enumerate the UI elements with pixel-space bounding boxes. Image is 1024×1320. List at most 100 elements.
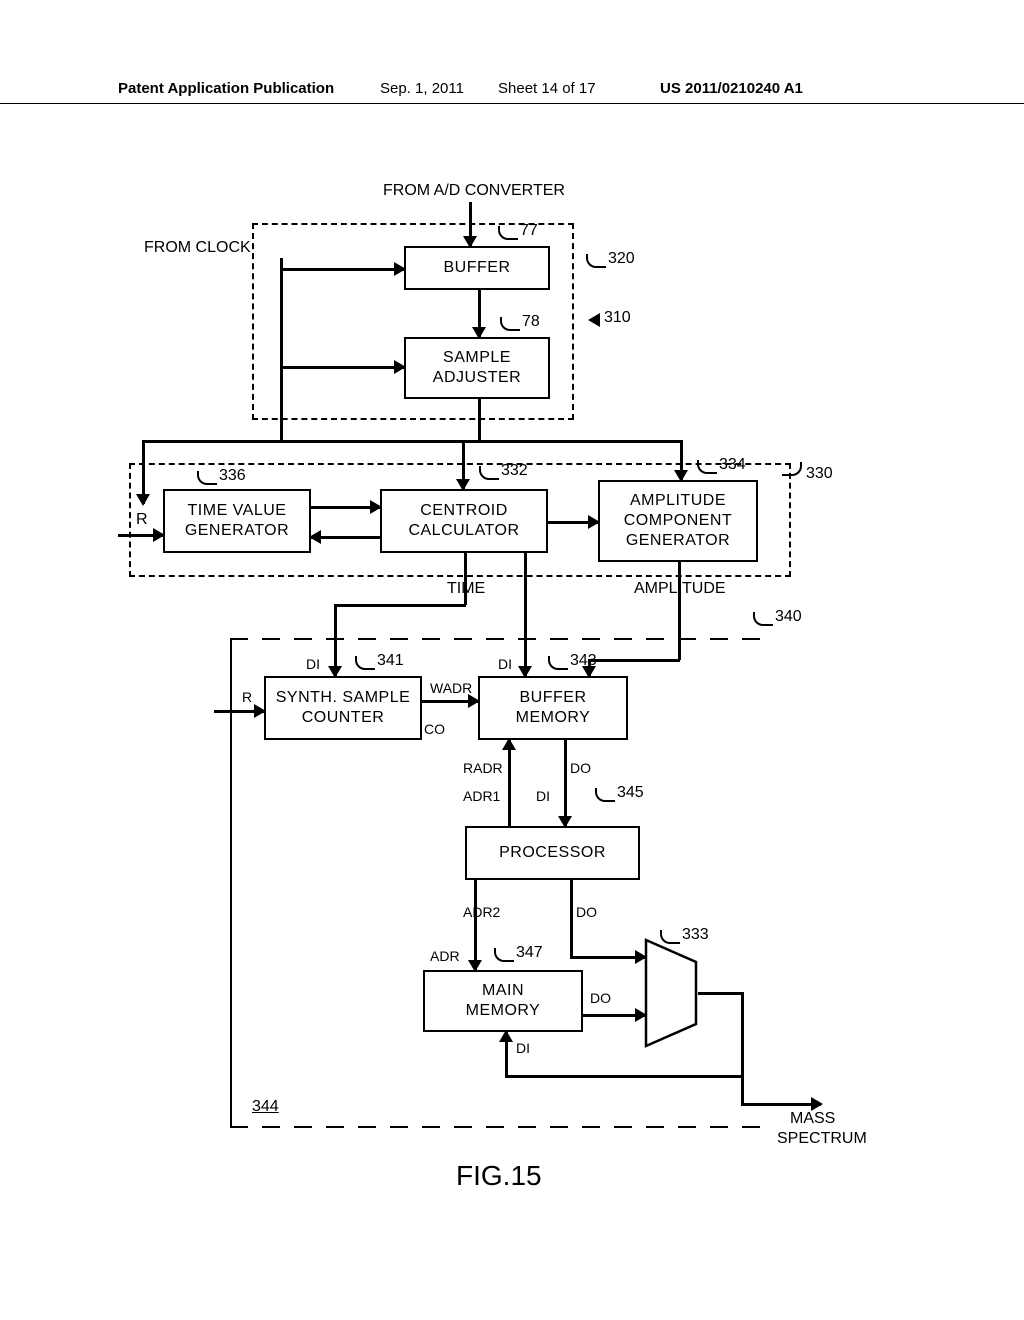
label-wadr: WADR — [430, 680, 472, 696]
line-sa-down — [478, 399, 481, 441]
box-sample-adjuster: SAMPLE ADJUSTER — [404, 337, 550, 399]
hook-345 — [595, 788, 615, 802]
hook-77 — [498, 226, 518, 240]
box-time-value-generator: TIME VALUE GENERATOR — [163, 489, 311, 553]
line-clock-down2 — [280, 368, 283, 441]
arrow-mass-spectrum — [741, 1103, 821, 1106]
box-main-memory: MAIN MEMORY — [423, 970, 583, 1032]
header-sheet: Sheet 14 of 17 — [498, 80, 596, 97]
header-date: Sep. 1, 2011 — [380, 80, 464, 97]
ref-345: 345 — [617, 784, 644, 802]
ref-344: 344 — [252, 1098, 279, 1116]
label-adr1: ADR1 — [463, 788, 500, 804]
arrow-r-tvg — [118, 534, 163, 537]
page-header: Patent Application Publication Sep. 1, 2… — [0, 80, 1024, 104]
sample-adjuster-l1: SAMPLE — [443, 348, 511, 368]
line-top-hbus — [142, 440, 682, 443]
ref-340: 340 — [775, 608, 802, 626]
hook-78 — [500, 317, 520, 331]
ref-334: 334 — [719, 456, 746, 474]
bm-l2: MEMORY — [516, 708, 591, 728]
label-R-ssc: R — [242, 689, 252, 705]
arrow-cc-tvg — [311, 536, 380, 539]
hook-333 — [660, 930, 680, 944]
arrow-wadr — [422, 700, 478, 703]
arrow-adc-buffer — [469, 202, 472, 246]
ssc-l2: COUNTER — [302, 708, 385, 728]
acg-l3: GENERATOR — [626, 531, 730, 551]
label-di-mm: DI — [516, 1040, 530, 1056]
label-from-clock: FROM CLOCK — [144, 239, 251, 257]
box-amplitude-component-generator: AMPLITUDE COMPONENT GENERATOR — [598, 480, 758, 562]
box-buffer-memory: BUFFER MEMORY — [478, 676, 628, 740]
acg-l1: AMPLITUDE — [630, 491, 726, 511]
hook-332 — [479, 466, 499, 480]
line-mux-out-v — [741, 992, 744, 1104]
cc-l2: CALCULATOR — [408, 521, 519, 541]
ref-78: 78 — [522, 313, 540, 331]
line-feedback-h — [505, 1075, 743, 1078]
ref-347: 347 — [516, 944, 543, 962]
arrow-do-bm — [564, 740, 567, 826]
arrow-into-acg — [680, 440, 683, 480]
ref-320: 320 — [608, 250, 635, 268]
ptr-310 — [588, 313, 600, 327]
bm-l1: BUFFER — [520, 688, 587, 708]
box-centroid-calculator: CENTROID CALCULATOR — [380, 489, 548, 553]
label-di-bufmem: DI — [498, 656, 512, 672]
label-adr: ADR — [430, 948, 460, 964]
line-mux-out-h1 — [698, 992, 742, 995]
label-co: CO — [424, 721, 445, 737]
arrow-do-mm-mux — [583, 1014, 645, 1017]
arrow-time-to-bufmem — [524, 553, 527, 676]
arrow-cc-acg — [548, 521, 598, 524]
label-from-adc: FROM A/D CONVERTER — [383, 182, 565, 200]
arrow-r-ssc — [214, 710, 264, 713]
label-adr2: ADR2 — [463, 904, 500, 920]
arrow-tvg-cc — [311, 506, 380, 509]
arrow-clock-sa — [280, 366, 404, 369]
header-pubno: US 2011/0210240 A1 — [660, 80, 803, 97]
hook-347 — [494, 948, 514, 962]
ref-336: 336 — [219, 467, 246, 485]
tvg-l1: TIME VALUE — [188, 501, 287, 521]
processor-label: PROCESSOR — [499, 843, 606, 863]
header-publication: Patent Application Publication — [118, 80, 334, 97]
line-time-h — [334, 604, 466, 607]
label-do-mm: DO — [590, 990, 611, 1006]
label-spectrum: SPECTRUM — [777, 1130, 867, 1148]
arrow-di-mm — [505, 1032, 508, 1076]
hook-341 — [355, 656, 375, 670]
label-radr: RADR — [463, 760, 503, 776]
label-do-proc: DO — [576, 904, 597, 920]
hook-320 — [586, 254, 606, 268]
arrow-do-proc-mux — [570, 956, 645, 959]
ref-77: 77 — [520, 222, 538, 240]
arrow-adr2 — [474, 880, 477, 970]
line-amp-h — [588, 659, 680, 662]
ref-332: 332 — [501, 462, 528, 480]
mm-l1: MAIN — [482, 981, 524, 1001]
label-di-proc: DI — [536, 788, 550, 804]
hook-334 — [697, 460, 717, 474]
line-do-proc-v — [570, 880, 573, 958]
label-do-bm: DO — [570, 760, 591, 776]
arrow-buffer-sa — [478, 290, 481, 337]
hook-343 — [548, 656, 568, 670]
label-R-tvg: R — [136, 511, 148, 529]
line-clock-vert — [280, 258, 283, 368]
arrow-clock-buffer — [280, 268, 404, 271]
box-processor: PROCESSOR — [465, 826, 640, 880]
acg-l2: COMPONENT — [624, 511, 733, 531]
box-synth-sample-counter: SYNTH. SAMPLE COUNTER — [264, 676, 422, 740]
arrow-r-into-tvg-top — [142, 440, 145, 504]
buffer-label: BUFFER — [444, 258, 511, 278]
label-mass: MASS — [790, 1110, 835, 1128]
ref-343: 343 — [570, 652, 597, 670]
line-time-v1 — [464, 553, 467, 605]
ref-333: 333 — [682, 926, 709, 944]
cc-l1: CENTROID — [420, 501, 508, 521]
ref-341: 341 — [377, 652, 404, 670]
sample-adjuster-l2: ADJUSTER — [433, 368, 521, 388]
block-diagram: FROM A/D CONVERTER FROM CLOCK BUFFER SAM… — [0, 140, 1024, 1240]
